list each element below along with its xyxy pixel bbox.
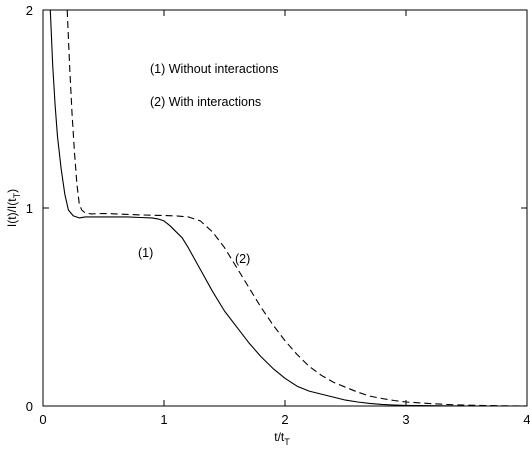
x-tick-label: 0 bbox=[39, 412, 46, 427]
y-tick-label: 1 bbox=[26, 201, 33, 216]
series-2-line bbox=[66, 9, 528, 407]
x-tick-label: 2 bbox=[281, 412, 288, 427]
axis-tick-labels: 0 1 2 3 4 0 1 2 bbox=[26, 3, 530, 427]
series-1-line bbox=[49, 9, 467, 407]
curve-2-tag: (2) bbox=[235, 252, 250, 266]
axis-ticks bbox=[42, 9, 528, 407]
x-tick-label: 4 bbox=[523, 412, 530, 427]
x-tick-label: 1 bbox=[160, 412, 167, 427]
y-axis-label: I(t)/I(tT) bbox=[5, 189, 22, 227]
plot-lines bbox=[49, 9, 528, 407]
x-axis-label: t/tT bbox=[274, 430, 290, 447]
plot-frame bbox=[42, 9, 528, 407]
curve-1-tag: (1) bbox=[138, 246, 153, 260]
legend-line-1: (1) Without interactions bbox=[150, 62, 279, 76]
x-tick-label: 3 bbox=[402, 412, 409, 427]
y-tick-label: 0 bbox=[26, 399, 33, 414]
legend-line-2: (2) With interactions bbox=[150, 95, 261, 109]
y-tick-label: 2 bbox=[26, 3, 33, 18]
